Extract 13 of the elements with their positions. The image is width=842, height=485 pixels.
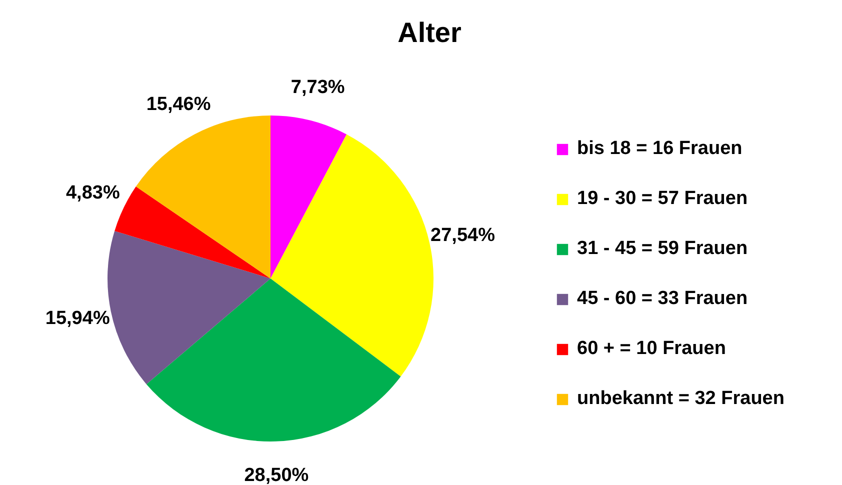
- data-label: 15,46%: [146, 94, 211, 115]
- data-label: 4,83%: [66, 182, 120, 204]
- data-label: 7,73%: [290, 76, 345, 98]
- legend-label: 45 - 60 = 33 Frauen: [577, 288, 748, 310]
- legend-label: bis 18 = 16 Frauen: [577, 138, 742, 160]
- data-label: 27,54%: [430, 225, 496, 246]
- chart-title: Alter: [398, 17, 462, 48]
- legend-label: 19 - 30 = 57 Frauen: [577, 188, 748, 210]
- legend-label: unbekannt = 32 Frauen: [577, 388, 784, 410]
- data-label: 15,94%: [45, 308, 110, 330]
- legend-label: 31 - 45 = 59 Frauen: [577, 238, 748, 260]
- legend-label: 60 + = 10 Frauen: [577, 338, 726, 360]
- data-label: 28,50%: [244, 464, 309, 485]
